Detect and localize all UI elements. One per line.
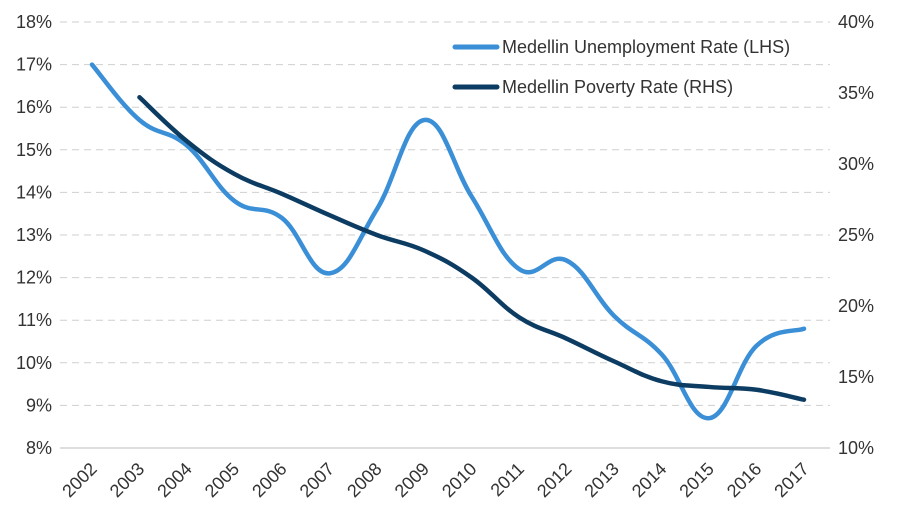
x-tick-label: 2014 <box>628 459 670 501</box>
left-tick-label: 18% <box>16 12 52 32</box>
x-tick-label: 2007 <box>296 459 338 501</box>
x-tick-label: 2006 <box>248 459 290 501</box>
legend-item-poverty: Medellin Poverty Rate (RHS) <box>452 77 733 97</box>
left-tick-label: 16% <box>16 97 52 117</box>
legend-label-unemployment: Medellin Unemployment Rate (LHS) <box>502 37 790 57</box>
x-tick-label: 2013 <box>581 459 623 501</box>
left-tick-label: 15% <box>16 140 52 160</box>
right-tick-label: 40% <box>838 12 874 32</box>
x-tick-label: 2015 <box>675 459 717 501</box>
legend-item-unemployment: Medellin Unemployment Rate (LHS) <box>452 37 790 57</box>
right-tick-label: 10% <box>838 438 874 458</box>
x-tick-label: 2016 <box>723 459 765 501</box>
x-tick-label: 2008 <box>343 459 385 501</box>
right-tick-label: 20% <box>838 296 874 316</box>
series-line-poverty <box>137 95 807 402</box>
left-tick-label: 9% <box>26 395 52 415</box>
x-axis-ticks: 2002 2003 2004 2005 2006 2007 2008 2009 2010 2011… <box>58 459 812 501</box>
left-tick-label: 14% <box>16 182 52 202</box>
left-tick-label: 11% <box>17 310 52 330</box>
x-tick-label: 2012 <box>533 459 575 501</box>
x-tick-label: 2005 <box>201 459 243 501</box>
legend: Medellin Unemployment Rate (LHS) Medelli… <box>452 37 790 97</box>
left-tick-label: 17% <box>16 55 52 75</box>
x-tick-label: 2004 <box>153 459 195 501</box>
left-tick-label: 12% <box>16 268 52 288</box>
x-tick-label: 2009 <box>391 459 433 501</box>
right-tick-label: 25% <box>838 225 874 245</box>
left-tick-label: 8% <box>26 438 52 458</box>
x-tick-label: 2003 <box>106 459 148 501</box>
left-tick-label: 13% <box>16 225 52 245</box>
x-tick-label: 2017 <box>770 459 812 501</box>
left-axis-ticks: 8% 9% 10% 11% 12% 13% 14% 15% 16% 17% 18% <box>16 12 52 458</box>
x-tick-label: 2011 <box>487 459 529 501</box>
gridlines <box>60 21 830 449</box>
right-tick-label: 35% <box>838 83 874 103</box>
legend-label-poverty: Medellin Poverty Rate (RHS) <box>502 77 733 97</box>
x-tick-label: 2002 <box>58 459 100 501</box>
right-tick-label: 30% <box>838 154 874 174</box>
series-lines <box>89 62 807 421</box>
left-tick-label: 10% <box>16 353 52 373</box>
right-tick-label: 15% <box>838 367 874 387</box>
right-axis-ticks: 10% 15% 20% 25% 30% 35% 40% <box>838 12 874 458</box>
x-tick-label: 2010 <box>438 459 480 501</box>
series-line-unemployment <box>89 62 807 421</box>
